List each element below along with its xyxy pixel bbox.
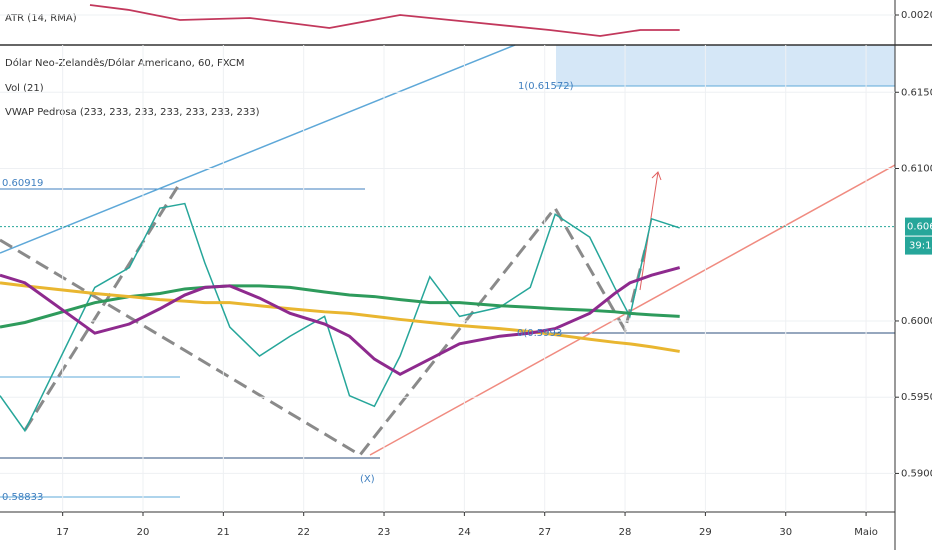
indicator-label: VWAP Pedrosa (233, 233, 233, 233, 233, 2… xyxy=(5,107,260,118)
line xyxy=(0,266,681,377)
x-tick-label: Maio xyxy=(854,527,878,538)
annotation: 0.58833 xyxy=(2,492,43,503)
annotation: (X) xyxy=(360,474,375,485)
annotation: 1(0.61572) xyxy=(518,81,574,92)
indicator-label: Vol (21) xyxy=(5,83,44,94)
annotation: 0(0.5993 xyxy=(517,328,562,339)
countdown: 39:15 xyxy=(909,241,932,252)
y-tick-label: 0.59500 xyxy=(901,392,932,403)
y-tick-label: 0.61500 xyxy=(901,87,932,98)
countdown-badge xyxy=(905,236,932,255)
pattern-line xyxy=(0,205,647,457)
x-tick-label: 28 xyxy=(619,527,632,538)
y-tick-label: 0.00200 xyxy=(901,10,932,21)
trend-line xyxy=(369,164,896,456)
arrow-head xyxy=(651,171,662,181)
line xyxy=(0,281,680,353)
x-tick-label: 30 xyxy=(779,527,792,538)
x-tick-label: 29 xyxy=(699,527,712,538)
line xyxy=(0,202,680,433)
pane-title: ATR (14, RMA) xyxy=(5,13,77,24)
chart-title: Dólar Neo-Zelandês/Dólar Americano, 60, … xyxy=(5,57,245,69)
x-tick-label: 17 xyxy=(56,527,69,538)
x-tick-label: 21 xyxy=(217,527,230,538)
annotation: 0.60919 xyxy=(2,178,43,189)
x-tick-label: 20 xyxy=(137,527,150,538)
y-tick-label: 0.59000 xyxy=(901,468,932,479)
x-tick-label: 23 xyxy=(378,527,391,538)
x-tick-label: 22 xyxy=(297,527,310,538)
pattern-line xyxy=(23,182,182,431)
y-tick-label: 0.61000 xyxy=(901,163,932,174)
trend-line xyxy=(0,44,516,254)
price-badge xyxy=(905,217,932,236)
x-tick-label: 27 xyxy=(538,527,551,538)
fib-zone xyxy=(556,45,895,86)
line xyxy=(89,4,680,37)
last-price-label: 0.60619 xyxy=(907,222,932,233)
x-tick-label: 24 xyxy=(458,527,471,538)
y-tick-label: 0.60000 xyxy=(901,316,932,327)
